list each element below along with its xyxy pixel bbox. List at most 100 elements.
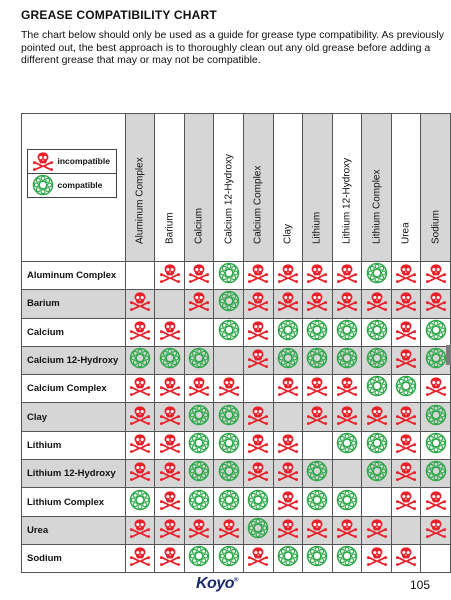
compatible-cell [302, 459, 333, 489]
bearing-ring-icon [366, 460, 387, 482]
incompatible-cell [302, 515, 333, 545]
skull-crossbones-icon [366, 405, 387, 425]
incompatible-cell [124, 317, 156, 347]
incompatible-cell [331, 374, 363, 404]
incompatible-cell [124, 402, 156, 432]
skull-crossbones-icon [277, 462, 298, 482]
skull-crossbones-icon [307, 377, 328, 397]
column-header-label: Lithium 12-Hydroxy [341, 157, 353, 244]
compatible-cell [213, 543, 245, 574]
skull-crossbones-icon [189, 377, 210, 397]
column-header-row: incompatible compatible Aluminum Complex… [21, 113, 451, 262]
bearing-ring-icon [307, 460, 328, 482]
bearing-ring-icon [307, 489, 328, 510]
empty-cell [390, 515, 422, 545]
skull-crossbones-icon [130, 377, 151, 397]
compatible-cell [154, 345, 185, 376]
column-header-label: Calcium [193, 207, 205, 244]
compatible-cell [331, 543, 363, 574]
compatible-cell [331, 317, 363, 347]
incompatible-cell [390, 289, 422, 319]
bearing-ring-icon [336, 432, 358, 454]
incompatible-cell [243, 289, 274, 319]
incompatible-cell [154, 487, 185, 517]
skull-crossbones-icon [159, 490, 180, 510]
incompatible-cell [272, 260, 304, 291]
column-header: Sodium [420, 113, 451, 262]
skull-crossbones-icon [277, 434, 298, 453]
bearing-ring-icon [218, 545, 240, 567]
compatible-cell [213, 487, 245, 517]
skull-crossbones-icon [248, 462, 269, 482]
compatible-cell [302, 487, 333, 517]
compatible-cell [272, 345, 304, 376]
incompatible-cell [243, 345, 274, 376]
column-header: Lithium 12-Hydroxy [331, 113, 363, 262]
compatible-cell [243, 487, 274, 517]
table-row: Barium [21, 289, 451, 319]
compatible-cell [124, 487, 156, 517]
incompatible-cell [390, 317, 422, 347]
skull-crossbones-icon [396, 405, 417, 425]
legend: incompatible compatible [26, 148, 117, 198]
table-row: Clay [21, 402, 451, 432]
table-row: Lithium Complex [21, 487, 451, 517]
compatible-cell [183, 543, 215, 574]
skull-crossbones-icon [425, 490, 446, 510]
incompatible-cell [390, 543, 422, 574]
skull-crossbones-icon [425, 519, 446, 538]
skull-crossbones-icon [130, 462, 151, 482]
bearing-ring-icon [248, 517, 269, 539]
compatible-cell [213, 289, 245, 319]
bearing-ring-icon [218, 460, 240, 482]
skull-crossbones-icon [159, 405, 180, 425]
incompatible-cell [420, 487, 451, 517]
incompatible-cell [154, 317, 185, 347]
skull-crossbones-icon [248, 434, 269, 453]
compatible-cell [361, 345, 392, 376]
incompatible-cell [213, 515, 245, 545]
skull-crossbones-icon [28, 151, 58, 171]
compatible-cell [420, 430, 451, 461]
incompatible-cell [124, 515, 156, 545]
compatible-cell [420, 459, 451, 489]
compatible-cell [272, 317, 304, 347]
incompatible-cell [331, 515, 363, 545]
bearing-ring-icon [425, 460, 446, 482]
bearing-ring-icon [188, 489, 210, 510]
bearing-ring-icon [277, 319, 299, 341]
incompatible-cell [302, 374, 333, 404]
column-header-label: Lithium Complex [371, 169, 383, 244]
skull-crossbones-icon [396, 321, 417, 340]
incompatible-cell [124, 459, 156, 489]
incompatible-cell [331, 289, 363, 319]
compatible-cell [183, 430, 215, 461]
incompatible-cell [390, 260, 422, 291]
bearing-ring-icon [129, 347, 151, 369]
column-header: Urea [390, 113, 422, 262]
incompatible-cell [390, 487, 422, 517]
incompatible-cell [183, 374, 215, 404]
table-row: Lithium 12-Hydroxy [21, 459, 451, 489]
column-header-label: Sodium [430, 210, 442, 244]
skull-crossbones-icon [336, 519, 357, 538]
incompatible-cell [272, 487, 304, 517]
incompatible-cell [302, 260, 333, 291]
row-header: Calcium Complex [21, 374, 126, 404]
compatible-cell [361, 317, 392, 347]
incompatible-cell [420, 260, 451, 291]
bearing-ring-icon [218, 432, 240, 454]
scrollbar-thumb[interactable] [446, 345, 451, 365]
empty-cell [302, 430, 333, 461]
bearing-ring-icon [307, 319, 328, 341]
empty-cell [420, 543, 451, 574]
bearing-ring-icon [366, 376, 387, 397]
incompatible-cell [302, 289, 333, 319]
bearing-ring-icon [425, 347, 446, 369]
incompatible-cell [331, 260, 363, 291]
bearing-ring-icon [336, 347, 358, 369]
bearing-ring-icon [336, 319, 358, 341]
bearing-ring-icon [248, 489, 269, 510]
compatible-cell [331, 487, 363, 517]
incompatible-cell [154, 459, 185, 489]
